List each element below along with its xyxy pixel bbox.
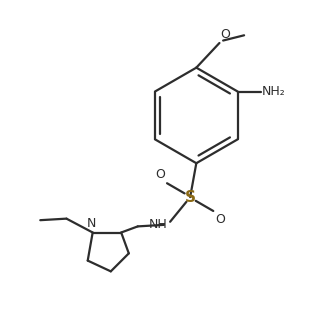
Text: N: N [86,217,96,230]
Text: O: O [156,168,166,181]
Text: O: O [215,213,225,226]
Text: NH₂: NH₂ [262,85,285,98]
Text: O: O [220,29,230,41]
Text: S: S [185,190,196,205]
Text: NH: NH [148,218,167,231]
